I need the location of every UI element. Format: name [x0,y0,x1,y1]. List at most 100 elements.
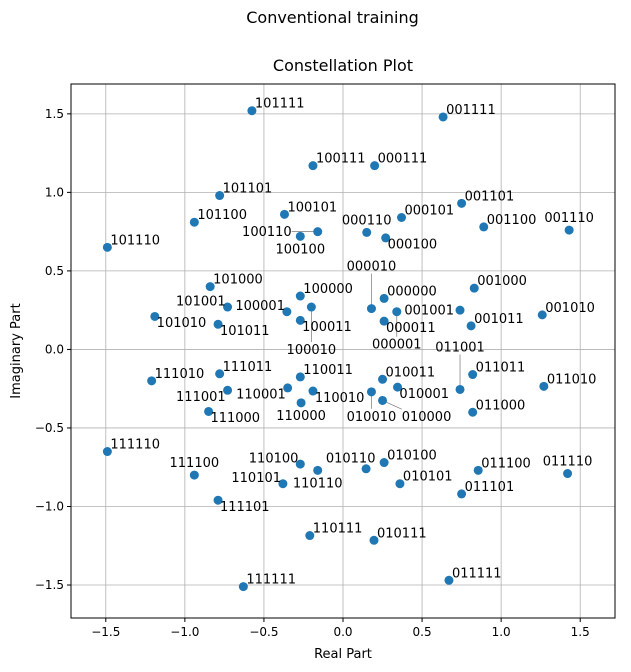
point-label: 010001 [399,387,449,402]
figure-suptitle: Conventional training [246,8,419,27]
point-label: 010111 [377,526,427,541]
point-label: 010110 [326,451,376,466]
point-100111 [308,161,318,171]
point-100101 [279,209,289,219]
point-label: 001011 [474,312,524,327]
point-label: 111110 [110,438,160,453]
point-000111 [370,161,380,171]
point-101000 [205,282,215,292]
point-111001 [223,385,233,395]
point-label: 111011 [223,360,273,375]
point-label: 110000 [276,409,326,424]
point-111011 [215,369,225,379]
x-tick-label: −1.5 [91,625,120,639]
point-label: 111100 [170,456,220,471]
point-label: 011101 [465,480,515,495]
point-label: 000101 [405,204,455,219]
x-tick-label: 1.5 [571,625,590,639]
y-tick-label: −0.5 [35,421,64,435]
point-label: 100110 [242,225,292,240]
point-label: 100001 [235,299,285,314]
point-110001 [283,383,293,393]
point-label: 110111 [313,522,363,537]
point-label: 111101 [220,500,270,515]
point-label: 101110 [110,233,160,248]
x-tick-label: 0.5 [413,625,432,639]
point-label: 000110 [342,213,392,228]
point-001100 [479,222,489,232]
point-100001 [282,307,292,317]
point-011111 [444,575,454,585]
point-label: 101011 [220,324,270,339]
chart-title: Constellation Plot [272,56,414,75]
point-011101 [457,489,467,499]
point-label: 000111 [378,152,428,167]
point-label: 000000 [387,284,437,299]
point-label: 100000 [303,282,353,297]
point-110011 [295,372,305,382]
point-001000 [469,283,479,293]
point-000101 [397,213,407,222]
y-tick-label: 0.0 [45,342,64,356]
point-000100 [381,233,391,243]
point-label: 011111 [452,566,502,581]
point-111110 [102,447,112,457]
point-label: 101000 [213,273,263,288]
y-tick-label: −1.0 [35,499,64,513]
point-label: 011011 [476,361,526,376]
point-010000 [378,395,388,405]
point-010001 [393,382,403,392]
point-label: 100101 [287,200,337,215]
point-label: 100100 [275,242,325,257]
point-label: 101010 [157,316,207,331]
point-label: 011100 [481,456,531,471]
point-110010 [308,386,318,396]
x-tick-label: −0.5 [249,625,278,639]
point-110111 [305,531,315,541]
point-label: 110110 [293,476,343,491]
point-label: 001110 [544,211,594,226]
point-label: 110101 [231,471,281,486]
point-101111 [247,106,257,116]
point-011010 [539,381,549,391]
point-010010 [366,387,376,397]
point-101110 [102,242,112,252]
point-label: 000010 [347,260,397,275]
point-label: 011001 [435,340,485,355]
point-010110 [361,464,371,474]
points [102,106,574,592]
point-110110 [313,465,323,475]
ticks: −1.5 −1.0 −0.5 0.0 0.5 1.0 1.5 −1.5 −1.0 −0.5 0.0 0… [35,107,590,639]
point-110100 [295,459,305,469]
point-label: 100111 [316,152,366,167]
point-label: 111111 [246,573,296,588]
point-000001 [392,307,402,317]
point-label: 001001 [404,304,454,319]
y-tick-label: −1.5 [35,578,64,592]
point-111101 [213,495,223,505]
point-label: 110011 [303,363,353,378]
point-100110 [313,227,323,237]
point-label: 010100 [387,449,437,464]
x-axis-label: Real Part [314,647,372,662]
point-111010 [147,376,157,386]
y-tick-label: 1.5 [45,107,64,121]
point-101100 [189,217,199,227]
point-label: 110001 [236,388,286,403]
point-010111 [369,535,379,545]
x-tick-label: 0.0 [333,625,352,639]
point-label: 001000 [477,274,527,289]
point-101011 [213,319,223,329]
point-label: 000100 [388,238,438,253]
point-101001 [223,302,233,312]
point-100010 [306,302,316,312]
point-111000 [204,406,214,416]
point-001010 [537,310,547,320]
point-001101 [457,198,467,208]
point-000000 [379,293,389,303]
point-label: 011010 [547,372,597,387]
point-label: 101001 [176,294,226,309]
point-label: 111001 [176,390,226,405]
point-000011 [379,316,389,326]
